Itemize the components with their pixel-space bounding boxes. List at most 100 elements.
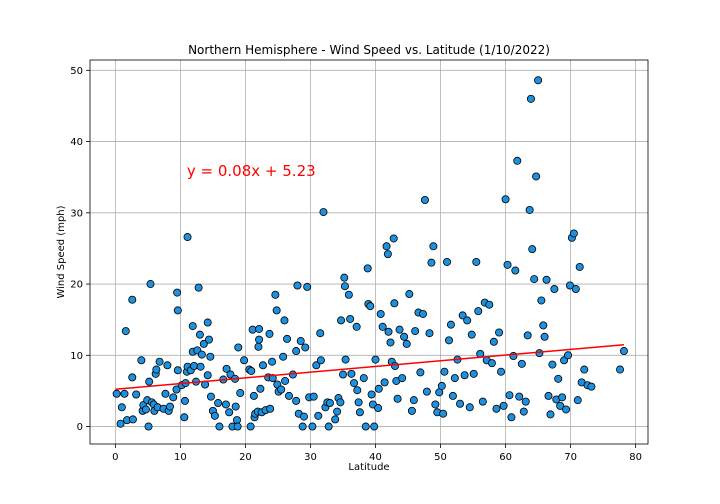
data-point — [271, 290, 280, 299]
data-point — [380, 378, 389, 387]
data-point — [528, 245, 537, 254]
data-points — [112, 76, 628, 431]
data-point — [214, 399, 223, 408]
data-point — [556, 401, 565, 410]
data-point — [511, 266, 520, 275]
data-point — [517, 359, 526, 368]
data-point — [499, 401, 508, 410]
data-point — [173, 306, 182, 315]
data-point — [458, 311, 467, 320]
data-point — [340, 273, 349, 282]
data-point — [376, 309, 385, 318]
data-point — [279, 352, 288, 361]
data-point — [120, 389, 129, 398]
data-point — [173, 366, 182, 375]
data-point — [346, 314, 355, 323]
regression-equation: y = 0.08x + 5.23 — [187, 162, 316, 180]
data-point — [312, 361, 321, 370]
x-tick-label: 80 — [629, 452, 642, 463]
data-point — [573, 396, 582, 405]
data-point — [292, 396, 301, 405]
data-point — [285, 391, 294, 400]
data-point — [341, 355, 350, 364]
data-point — [507, 413, 516, 422]
data-point — [248, 325, 257, 334]
data-point — [513, 156, 522, 165]
data-point — [550, 285, 559, 294]
data-point — [448, 391, 457, 400]
data-point — [460, 371, 469, 380]
data-point — [296, 337, 305, 346]
data-point — [523, 331, 532, 340]
y-tick-label: 30 — [70, 208, 83, 219]
data-point — [280, 316, 289, 325]
data-point — [236, 389, 245, 398]
data-point — [316, 329, 325, 338]
data-point — [383, 250, 392, 259]
data-point — [249, 391, 258, 400]
data-point — [203, 371, 212, 380]
data-point — [180, 413, 189, 422]
data-point — [402, 339, 411, 348]
x-tick-label: 70 — [564, 452, 577, 463]
data-point — [132, 390, 141, 399]
data-point — [575, 262, 584, 271]
data-point — [535, 349, 544, 358]
data-point — [205, 335, 214, 344]
data-point — [163, 361, 172, 370]
y-tick-label: 20 — [70, 280, 83, 291]
x-tick-label: 30 — [304, 452, 317, 463]
data-point — [203, 318, 212, 327]
data-point — [308, 422, 317, 431]
data-point — [558, 393, 567, 402]
data-point — [309, 392, 318, 401]
data-point — [395, 325, 404, 334]
data-point — [246, 422, 255, 431]
data-point — [564, 351, 573, 360]
data-point — [277, 385, 286, 394]
data-point — [301, 343, 310, 352]
data-point — [532, 172, 541, 181]
data-point — [272, 306, 281, 315]
data-point — [366, 302, 375, 311]
data-point — [141, 405, 150, 414]
data-point — [422, 387, 431, 396]
data-point — [266, 404, 275, 413]
data-point — [258, 361, 267, 370]
data-point — [526, 94, 535, 103]
data-point — [225, 408, 234, 417]
data-point — [265, 329, 274, 338]
data-point — [492, 404, 501, 413]
data-point — [188, 322, 197, 331]
data-point — [393, 394, 402, 403]
data-point — [128, 373, 137, 382]
data-point — [405, 290, 414, 299]
data-point — [444, 336, 453, 345]
data-point — [398, 374, 407, 383]
data-point — [521, 397, 530, 406]
data-point — [554, 374, 563, 383]
data-point — [390, 299, 399, 308]
data-point — [580, 365, 589, 374]
data-point — [340, 282, 349, 291]
data-point — [485, 300, 494, 309]
data-point — [363, 264, 372, 273]
data-point — [469, 369, 478, 378]
data-point — [215, 422, 224, 431]
data-point — [128, 415, 137, 424]
data-point — [474, 307, 483, 316]
data-point — [361, 422, 370, 431]
data-point — [331, 415, 340, 424]
data-point — [534, 76, 543, 85]
data-point — [571, 285, 580, 294]
data-point — [173, 288, 182, 297]
x-tick-label: 50 — [434, 452, 447, 463]
data-point — [619, 347, 628, 356]
data-point — [183, 233, 192, 242]
data-point — [443, 257, 452, 266]
data-point — [206, 352, 215, 361]
data-point — [495, 328, 504, 337]
data-point — [145, 377, 154, 386]
